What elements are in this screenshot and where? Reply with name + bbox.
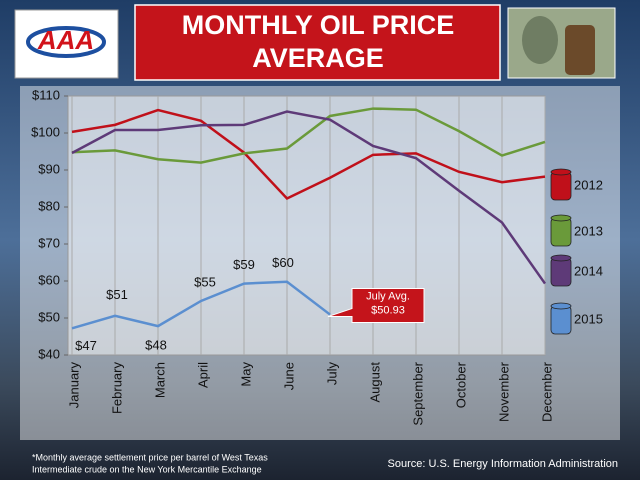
x-tick-label: March: [152, 362, 167, 398]
data-label: $48: [145, 338, 167, 353]
data-label: $47: [75, 338, 97, 353]
y-tick-label: $40: [38, 346, 60, 361]
legend-swatch-top: [550, 302, 572, 310]
y-tick-label: $80: [38, 198, 60, 213]
x-tick-label: July: [324, 362, 339, 386]
legend-label: 2012: [574, 177, 603, 192]
x-tick-label: June: [281, 362, 296, 390]
x-tick-label: December: [539, 361, 554, 422]
legend-swatch: [550, 217, 572, 247]
legend-item: 2012: [550, 168, 603, 201]
source: Source: U.S. Energy Information Administ…: [388, 458, 619, 470]
chart-title: MONTHLY OIL PRICE: [182, 10, 455, 40]
annotation: July Avg.: [366, 290, 410, 302]
x-tick-label: April: [195, 362, 210, 388]
x-tick-label: May: [238, 362, 253, 387]
y-tick-label: $110: [32, 87, 60, 102]
legend-swatch-top: [550, 168, 572, 176]
y-tick-label: $70: [38, 235, 60, 250]
series-line: [71, 107, 546, 164]
x-tick-label: November: [496, 361, 511, 422]
legend-swatch: [550, 171, 572, 201]
legend-item: 2014: [550, 254, 603, 287]
x-tick-label: August: [367, 362, 382, 403]
title-box: [134, 4, 501, 81]
logo-text: AAA: [37, 25, 94, 55]
footnote: *Monthly average settlement price per ba…: [32, 452, 268, 462]
data-label: $60: [272, 255, 294, 270]
legend-swatch: [550, 305, 572, 335]
footnote: Intermediate crude on the New York Merca…: [32, 464, 262, 474]
x-tick-label: September: [410, 361, 425, 425]
callout-box: [327, 288, 425, 324]
plot-area: [67, 95, 546, 356]
data-label: $51: [106, 287, 128, 302]
legend-label: 2014: [574, 263, 603, 278]
y-tick-label: $50: [38, 309, 60, 324]
chart-title: AVERAGE: [252, 43, 384, 73]
y-tick-label: $90: [38, 161, 60, 176]
legend-swatch-top: [550, 254, 572, 262]
series-line: [71, 280, 331, 330]
data-label: $55: [194, 274, 216, 289]
money-image: [507, 7, 616, 79]
callout: July Avg. $50.93: [327, 288, 425, 324]
y-tick-label: $60: [38, 272, 60, 287]
legend-label: 2015: [574, 311, 603, 326]
y-tick-label: $100: [31, 124, 60, 139]
legend-item: 2013: [550, 214, 603, 247]
legend-swatch: [550, 257, 572, 287]
x-tick-label: January: [66, 362, 81, 409]
legend-label: 2013: [574, 223, 603, 238]
logo: AAA: [14, 9, 119, 79]
x-tick-label: October: [453, 361, 468, 408]
legend-item: 2015: [550, 302, 603, 335]
legend-swatch-top: [550, 214, 572, 222]
x-tick-label: February: [109, 362, 124, 415]
series-line: [71, 110, 547, 285]
data-label: $50.93: [371, 304, 405, 316]
series-line: [71, 108, 546, 201]
data-label: $59: [233, 257, 255, 272]
